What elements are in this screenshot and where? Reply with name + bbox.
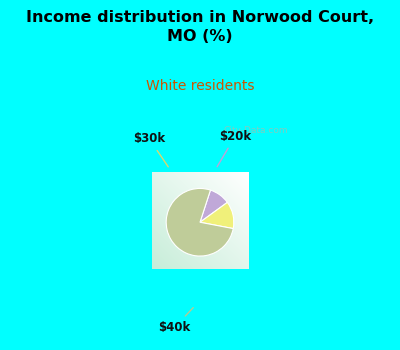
Wedge shape	[200, 190, 227, 222]
Wedge shape	[200, 202, 234, 229]
Text: Income distribution in Norwood Court,
MO (%): Income distribution in Norwood Court, MO…	[26, 10, 374, 44]
Text: $20k: $20k	[217, 130, 251, 167]
Text: White residents: White residents	[146, 79, 254, 93]
Text: $40k: $40k	[158, 308, 193, 334]
Text: City-Data.com: City-Data.com	[223, 126, 288, 135]
Wedge shape	[166, 188, 233, 256]
Text: $30k: $30k	[133, 132, 168, 167]
